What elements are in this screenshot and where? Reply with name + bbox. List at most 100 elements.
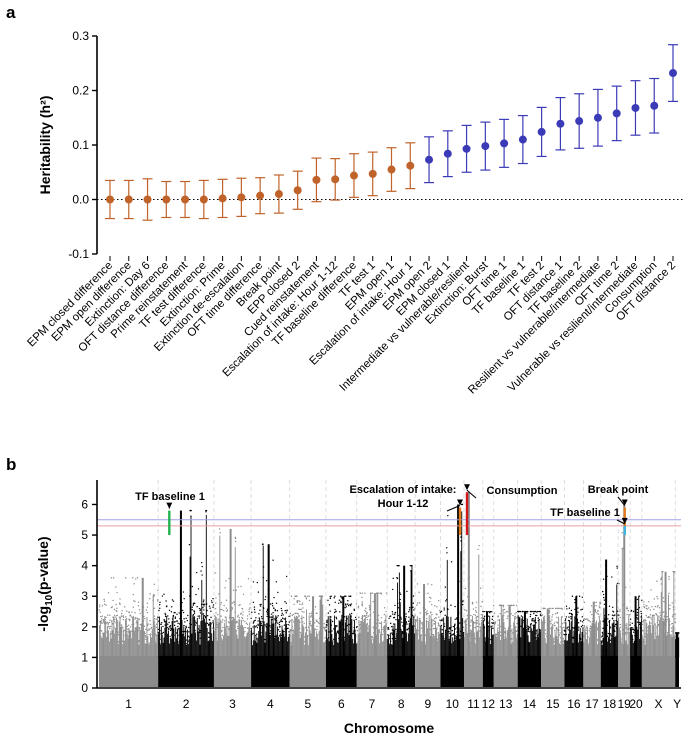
snp-point [402,625,404,627]
snp-point [463,621,466,623]
snp-point [145,609,148,611]
snp-point [215,612,217,614]
snp-point [670,627,673,629]
snp-column [385,614,387,658]
snp-column [364,615,366,658]
snp-column [281,625,283,658]
snp-point [640,610,642,613]
snp-column [643,619,645,658]
snp-point [561,608,563,610]
annotation-arrowhead [621,517,628,524]
snp-point [358,616,360,619]
snp-point [550,623,552,625]
snp-point [240,612,242,614]
snp-column [316,635,318,658]
snp-column [674,635,676,658]
snp-point [350,616,352,618]
snp-point [107,591,110,594]
snp-column [650,633,652,658]
snp-point [638,621,641,624]
snp-point [378,629,380,631]
snp-point [199,631,201,634]
snp-point [301,602,304,604]
snp-column [513,622,515,658]
snp-point [600,640,602,642]
snp-column [277,626,279,658]
snp-column [228,635,230,658]
snp-point [587,619,589,622]
snp-point [148,642,150,644]
snp-column [234,547,236,658]
chromosome-X-points [641,571,677,687]
snp-column [570,621,572,658]
snp-column [672,625,674,658]
snp-column [523,628,525,658]
snp-column [265,631,267,658]
snp-column [121,625,123,658]
snp-column [199,644,201,658]
chromosome-label: 7 [369,697,376,711]
snp-column [149,645,151,658]
snp-point [405,621,407,623]
snp-point [201,574,203,576]
snp-column [563,640,565,658]
snp-column [150,637,152,658]
snp-point [368,615,370,617]
snp-point [388,628,390,630]
snp-column [145,643,147,658]
snp-point [243,633,245,635]
y-tick-label: 0.2 [72,84,89,98]
dense-snp-band [630,655,642,687]
snp-point [436,638,439,640]
snp-column [638,596,640,658]
snp-column [171,621,173,658]
snp-column [113,616,115,658]
snp-point [515,626,517,628]
snp-point [227,621,230,623]
snp-point [595,601,597,604]
snp-point [275,602,278,604]
snp-point [176,613,178,616]
snp-column [521,618,523,658]
snp-point [299,627,301,630]
snp-point [505,610,508,613]
chromosome-1-points [98,577,159,687]
snp-point [666,618,668,621]
snp-column [391,644,393,658]
snp-point [269,632,271,635]
snp-column [577,642,579,658]
snp-point [656,595,658,598]
snp-point [427,592,429,595]
snp-column [540,631,542,658]
snp-point [538,619,541,621]
snp-point [611,614,614,616]
snp-point [514,617,517,620]
snp-column [259,618,261,658]
snp-column [107,627,108,658]
snp-point [464,587,467,590]
snp-column [251,629,252,658]
snp-point [512,614,514,617]
snp-point [196,605,198,608]
snp-point [165,600,167,602]
snp-column [133,615,134,658]
snp-point [586,625,588,627]
snp-column [147,636,149,658]
snp-point [584,618,587,621]
snp-column [258,631,260,658]
peak-stack [634,596,637,658]
snp-column [177,628,178,658]
snp-point [406,590,408,593]
peak-stack [467,492,470,658]
y-axis-title: Heritability (h²) [37,96,53,195]
snp-column [609,620,610,658]
snp-column [639,638,641,658]
snp-point [198,615,201,617]
snp-point [432,627,435,630]
snp-column [427,622,429,658]
snp-point [581,596,584,599]
snp-column [419,620,421,658]
snp-point [104,618,106,621]
snp-point [481,601,483,603]
snp-point [219,532,221,534]
